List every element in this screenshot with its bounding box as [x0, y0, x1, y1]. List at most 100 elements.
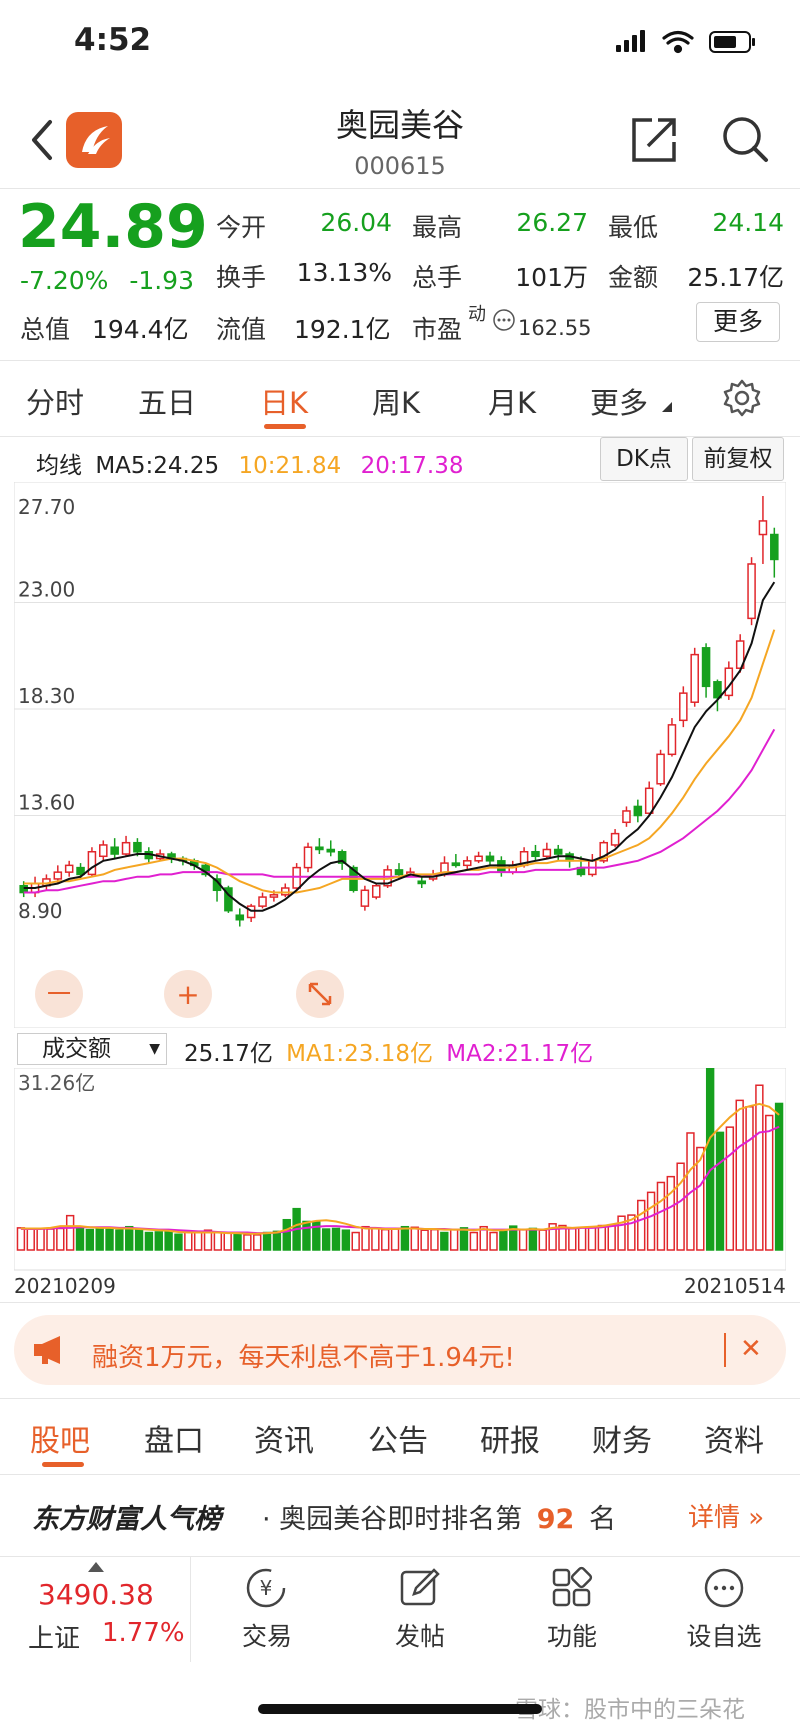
candle-body: [280, 887, 290, 896]
nav-post[interactable]: 发帖: [394, 1622, 445, 1651]
volume-bar: [705, 1068, 715, 1251]
more-dots-icon[interactable]: [492, 308, 516, 332]
search-icon[interactable]: [720, 114, 770, 164]
volume-bar: [174, 1233, 183, 1251]
candle-body: [258, 896, 267, 907]
nav-add-watchlist[interactable]: 设自选: [686, 1622, 762, 1651]
zoom-out-icon: 一: [47, 980, 71, 1008]
tab-profile[interactable]: 资料: [704, 1424, 764, 1459]
volume-bar: [597, 1224, 607, 1251]
candle: [99, 840, 108, 861]
volume-bar: [95, 1227, 104, 1251]
candle-body: [531, 851, 540, 858]
trade-icon[interactable]: ¥: [244, 1566, 288, 1610]
candle-body: [497, 860, 506, 873]
tab-monthly-k[interactable]: 月K: [488, 386, 537, 420]
tab-finance[interactable]: 财务: [592, 1424, 652, 1459]
divider: [0, 436, 800, 437]
kline-chart[interactable]: 27.70 23.00 18.30 13.60 8.90 一 +: [14, 482, 786, 1028]
candle: [610, 829, 620, 848]
add-watchlist-icon[interactable]: [702, 1566, 746, 1610]
volume-bar: [262, 1231, 272, 1251]
candle: [315, 838, 324, 855]
function-icon[interactable]: [550, 1566, 594, 1610]
y-tick-label: 27.70: [18, 495, 75, 519]
zoom-in-button[interactable]: +: [164, 970, 212, 1018]
zoom-out-button[interactable]: 一: [35, 970, 83, 1018]
promo-banner[interactable]: [14, 1315, 786, 1385]
promo-text: 融资1万元，每天利息不高于1.94元!: [92, 1343, 515, 1373]
candle: [337, 849, 347, 870]
volume-bar: [627, 1214, 636, 1251]
post-icon[interactable]: [398, 1566, 442, 1610]
volume-bar: [646, 1191, 656, 1251]
ma5-line: [23, 581, 776, 912]
tab-five-day[interactable]: 五日: [138, 386, 197, 420]
more-button[interactable]: 更多: [696, 302, 780, 342]
candle-body: [644, 787, 654, 814]
candle: [622, 806, 631, 827]
fullscreen-button[interactable]: [296, 970, 344, 1018]
tab-forum[interactable]: 股吧: [30, 1424, 90, 1459]
nav-function[interactable]: 功能: [546, 1622, 597, 1651]
megaphone-icon: [34, 1336, 60, 1364]
tab-daily-k[interactable]: 日K: [260, 386, 309, 420]
candle-body: [326, 848, 336, 853]
adjust-price-button[interactable]: 前复权: [692, 437, 784, 481]
volume-bar: [430, 1228, 439, 1251]
status-icons: [616, 30, 755, 54]
volume-ma1: MA1:23.18亿: [286, 1041, 433, 1067]
settings-gear-icon[interactable]: [722, 378, 762, 418]
dk-point-button[interactable]: DK点: [600, 437, 688, 481]
candle: [280, 883, 290, 898]
candle-body: [224, 887, 233, 912]
popularity-prefix: · 奥园美谷即时排名第: [262, 1504, 523, 1535]
popularity-detail-link[interactable]: 详情 »: [688, 1503, 765, 1533]
candle-body: [246, 905, 256, 919]
candle-body: [553, 848, 563, 855]
volume-bar: [528, 1227, 538, 1251]
volume-bar: [56, 1227, 65, 1251]
ma-legend: 均线 MA5:24.25 10:21.84 20:17.38: [36, 446, 464, 480]
tab-announcements[interactable]: 公告: [368, 1424, 428, 1459]
tab-weekly-k[interactable]: 周K: [372, 386, 421, 420]
tab-order-book[interactable]: 盘口: [144, 1424, 204, 1459]
expand-icon: [308, 982, 332, 1006]
volume-bar: [223, 1232, 232, 1251]
volume-bar: [203, 1229, 213, 1251]
tab-news[interactable]: 资讯: [254, 1424, 314, 1459]
candle-body: [99, 844, 108, 858]
tab-intraday[interactable]: 分时: [26, 386, 85, 420]
candle-body: [690, 653, 699, 703]
volume-bar: [46, 1228, 55, 1251]
popularity-text: · 奥园美谷即时排名第 92 名: [262, 1497, 616, 1536]
zoom-in-icon: +: [176, 978, 199, 1011]
volume-bar: [459, 1227, 469, 1251]
popularity-suffix: 名: [588, 1504, 616, 1535]
x-start-date: 20210209: [14, 1274, 116, 1298]
candle: [110, 838, 119, 859]
volume-chart[interactable]: 31.26亿: [14, 1068, 786, 1272]
amount-value: 25.17亿: [687, 263, 784, 292]
home-indicator: [258, 1704, 542, 1714]
indicator-select[interactable]: 成交额 ▼: [17, 1033, 167, 1065]
candle-body: [337, 851, 347, 864]
volume-bar: [637, 1199, 646, 1251]
tab-research[interactable]: 研报: [480, 1424, 540, 1459]
share-icon[interactable]: [630, 114, 680, 164]
banner-close-icon[interactable]: ✕: [740, 1334, 762, 1364]
volume-bar: [213, 1231, 223, 1251]
divider: [0, 1474, 800, 1475]
bottom-nav: [0, 1556, 800, 1732]
nav-trade[interactable]: 交易: [241, 1622, 292, 1651]
banner-divider: [724, 1333, 726, 1367]
volume-bar: [65, 1214, 75, 1251]
tab-more[interactable]: 更多: [590, 386, 649, 420]
svg-text:¥: ¥: [260, 1576, 273, 1600]
volume-bar: [440, 1231, 449, 1251]
volume-bar: [676, 1162, 685, 1251]
back-icon[interactable]: [28, 118, 56, 162]
index-value[interactable]: 3490.38: [38, 1578, 154, 1611]
candle-body: [417, 880, 427, 885]
candle-body: [110, 846, 119, 855]
